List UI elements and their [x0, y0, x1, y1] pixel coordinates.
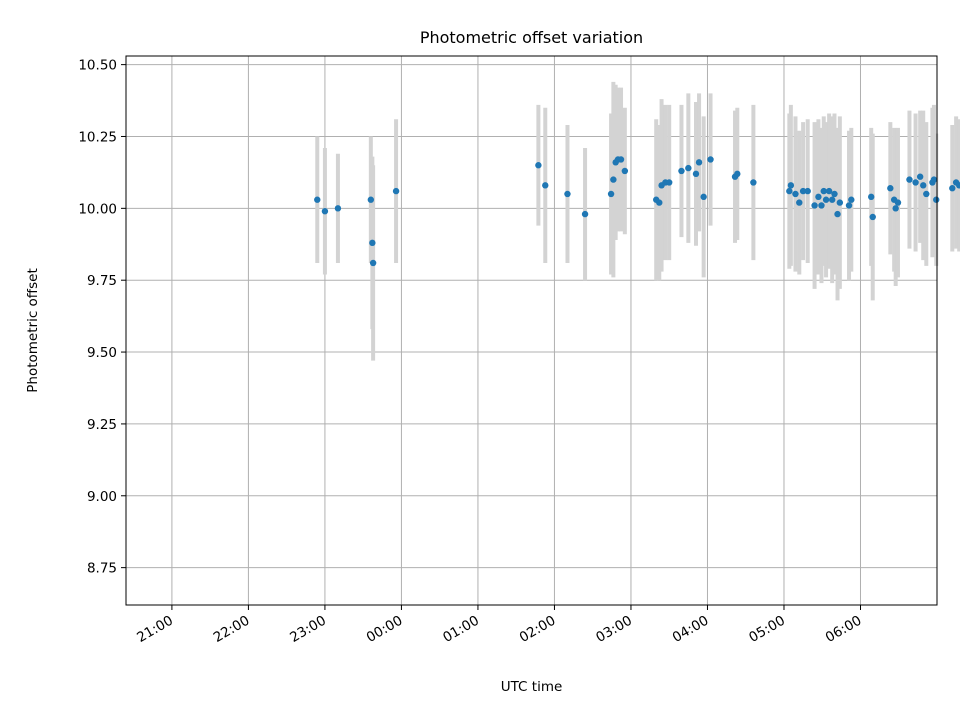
data-point	[836, 199, 844, 206]
data-point	[707, 156, 714, 163]
y-tick-label: 9.75	[87, 273, 117, 289]
data-point	[392, 187, 400, 195]
data-point	[685, 164, 692, 172]
data-point	[564, 190, 571, 198]
x-axis-label: UTC time	[501, 679, 563, 695]
grid-lines	[126, 56, 937, 605]
data-point	[887, 185, 894, 192]
data-point	[369, 239, 376, 247]
data-point	[666, 179, 673, 186]
y-tick-label: 10.00	[78, 201, 117, 217]
data-point	[542, 182, 549, 189]
data-point	[848, 196, 855, 203]
data-point	[581, 210, 589, 218]
y-tick-label: 10.50	[78, 58, 117, 74]
data-point	[820, 187, 827, 195]
data-point	[818, 202, 825, 209]
data-point	[787, 182, 795, 189]
data-point	[955, 182, 960, 189]
data-point	[845, 202, 853, 209]
data-point	[700, 193, 707, 201]
data-point	[825, 187, 833, 195]
data-point	[834, 210, 841, 218]
data-point	[906, 176, 913, 183]
data-point	[930, 176, 938, 183]
data-point	[610, 176, 617, 183]
y-tick-label: 9.00	[87, 489, 117, 505]
y-axis-ticks: 8.75 9.00 9.25 9.50 9.75 10.00 10.25 10.50	[78, 58, 126, 577]
data-point	[912, 179, 919, 186]
data-point	[916, 173, 924, 180]
data-point	[314, 196, 321, 203]
data-point	[792, 190, 799, 198]
y-tick-label: 9.50	[87, 345, 117, 361]
plot-frame	[125, 55, 938, 606]
data-point	[369, 259, 377, 267]
data-point	[869, 213, 876, 221]
data-point	[656, 199, 663, 206]
y-tick-label: 9.25	[87, 417, 117, 433]
y-tick-label: 8.75	[87, 561, 117, 577]
data-point	[750, 179, 757, 186]
data-point	[617, 156, 625, 163]
data-point	[831, 190, 838, 198]
data-point	[892, 205, 899, 212]
data-point	[535, 162, 542, 169]
data-point	[894, 199, 902, 206]
data-point	[920, 182, 927, 189]
chart-title: Photometric offset variation	[420, 28, 643, 47]
data-point	[949, 185, 956, 192]
data-point	[692, 170, 700, 178]
data-point	[822, 196, 830, 203]
data-point	[815, 193, 822, 201]
data-point	[786, 187, 793, 195]
data-point	[923, 190, 930, 198]
data-point	[796, 199, 803, 206]
data-points	[314, 156, 960, 267]
data-point	[828, 196, 836, 203]
y-axis-label: Photometric offset	[25, 268, 41, 392]
data-point	[734, 170, 741, 178]
data-point	[799, 187, 807, 195]
data-point	[621, 167, 629, 175]
data-point	[933, 196, 940, 203]
data-point	[868, 193, 875, 201]
y-tick-label: 10.25	[78, 129, 117, 145]
data-point	[321, 208, 329, 215]
data-point	[695, 159, 703, 166]
data-point	[804, 187, 811, 195]
data-point	[367, 196, 375, 203]
data-point	[334, 205, 342, 212]
data-point	[678, 167, 685, 175]
data-point	[607, 190, 615, 198]
data-point	[811, 202, 818, 209]
